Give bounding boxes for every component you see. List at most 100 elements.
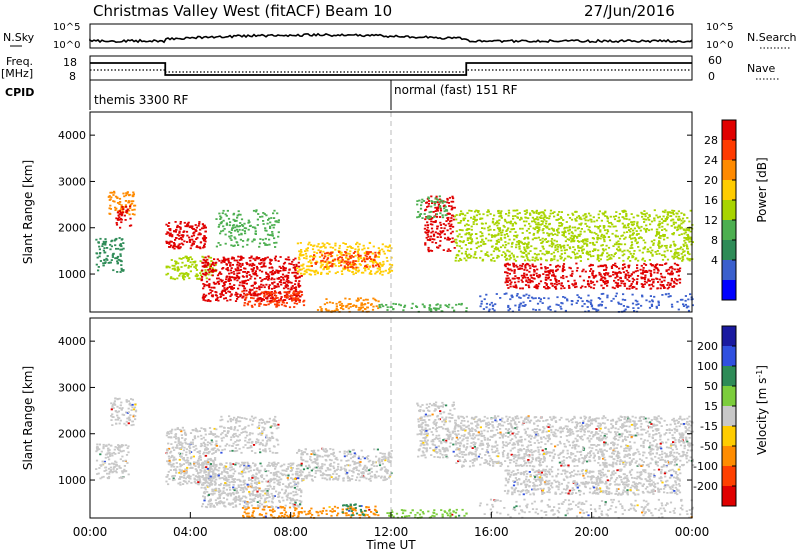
scatter-cell — [517, 280, 520, 283]
scatter-cell — [688, 227, 691, 230]
scatter-cell — [272, 472, 275, 474]
scatter-cell — [219, 232, 222, 235]
scatter-cell — [188, 477, 191, 479]
scatter-cell — [504, 246, 507, 249]
scatter-cell — [127, 473, 130, 476]
scatter-cell — [251, 288, 254, 291]
scatter-cell — [102, 249, 105, 252]
scatter-cell — [506, 284, 509, 286]
scatter-cell — [651, 264, 654, 267]
scatter-cell — [621, 250, 624, 253]
scatter-cell — [316, 272, 319, 275]
scatter-cell — [628, 264, 631, 267]
scatter-cell — [239, 269, 243, 271]
scatter-cell — [390, 264, 394, 266]
scatter-cell — [172, 242, 176, 244]
scatter-cell — [626, 287, 629, 290]
scatter-cell — [597, 257, 600, 260]
scatter-cell — [676, 226, 679, 229]
scatter-cell — [203, 235, 206, 238]
scatter-cell — [374, 272, 377, 275]
scatter-cell — [599, 303, 602, 306]
scatter-cell — [241, 262, 244, 265]
scatter-cell — [651, 300, 654, 303]
scatter-cell — [211, 268, 214, 271]
scatter-cell — [193, 266, 196, 268]
scatter-cell — [558, 218, 561, 220]
scatter-cell — [119, 243, 122, 245]
scatter-cell — [262, 223, 265, 225]
scatter-cell — [574, 257, 577, 260]
scatter-cell — [462, 219, 465, 222]
scatter-cell — [203, 246, 206, 248]
scatter-cell — [634, 270, 637, 273]
scatter-cell — [452, 225, 455, 228]
scatter-cell — [176, 447, 179, 449]
scatter-cell — [118, 446, 121, 449]
scatter-cell — [425, 201, 428, 204]
scatter-cell — [529, 280, 532, 282]
scatter-cell — [482, 308, 485, 310]
scatter-cell — [525, 273, 528, 276]
scatter-cell — [170, 430, 173, 432]
scatter-cell — [206, 300, 209, 302]
scatter-cell — [618, 267, 621, 270]
scatter-cell — [617, 302, 621, 305]
scatter-cell — [183, 429, 186, 432]
scatter-cell — [276, 283, 279, 285]
scatter-cell — [601, 276, 604, 279]
scatter-cell — [126, 191, 129, 193]
scatter-cell — [668, 284, 672, 286]
scatter-cell — [631, 243, 634, 246]
scatter-cell — [168, 233, 171, 236]
scatter-cell — [683, 214, 686, 216]
scatter-cell — [176, 444, 179, 446]
scatter-cell — [388, 263, 391, 266]
scatter-cell — [297, 256, 301, 259]
scatter-cell — [540, 242, 543, 244]
scatter-cell — [615, 285, 618, 287]
scatter-cell — [360, 307, 363, 310]
scatter-cell — [550, 259, 553, 262]
scatter-cell — [433, 203, 436, 206]
scatter-cell — [178, 274, 181, 277]
scatter-cell — [239, 238, 242, 241]
scatter-cell — [626, 224, 630, 227]
scatter-cell — [333, 259, 336, 262]
scatter-cell — [295, 265, 298, 268]
scatter-cell — [331, 260, 334, 262]
scatter-cell — [533, 237, 536, 240]
scatter-cell — [681, 298, 684, 301]
scatter-cell — [203, 243, 206, 245]
scatter-cell — [187, 480, 191, 483]
scatter-cell — [125, 470, 128, 472]
scatter-cell — [543, 253, 546, 256]
power-data-layer — [95, 190, 694, 313]
scatter-cell — [108, 207, 111, 210]
scatter-cell — [212, 434, 215, 436]
scatter-cell — [273, 292, 276, 294]
scatter-cell — [118, 197, 122, 200]
scatter-cell — [630, 221, 633, 224]
scatter-cell — [165, 266, 168, 269]
scatter-cell — [120, 269, 123, 272]
scatter-cell — [624, 226, 628, 229]
scatter-cell — [603, 229, 607, 232]
scatter-cell — [316, 245, 319, 248]
scatter-cell — [495, 293, 498, 295]
scatter-cell — [667, 295, 670, 298]
scatter-cell — [295, 271, 298, 274]
scatter-cell — [241, 264, 244, 266]
scatter-cell — [198, 232, 201, 235]
scatter-cell — [255, 210, 258, 213]
scatter-cell — [277, 221, 280, 224]
scatter-cell — [260, 261, 263, 264]
scatter-cell — [178, 478, 182, 480]
scatter-cell — [101, 245, 104, 247]
scatter-cell — [527, 284, 530, 287]
scatter-cell — [596, 234, 600, 237]
scatter-cell — [636, 275, 640, 277]
scatter-cell — [591, 250, 595, 252]
scatter-cell — [113, 200, 116, 203]
scatter-cell — [104, 242, 107, 245]
